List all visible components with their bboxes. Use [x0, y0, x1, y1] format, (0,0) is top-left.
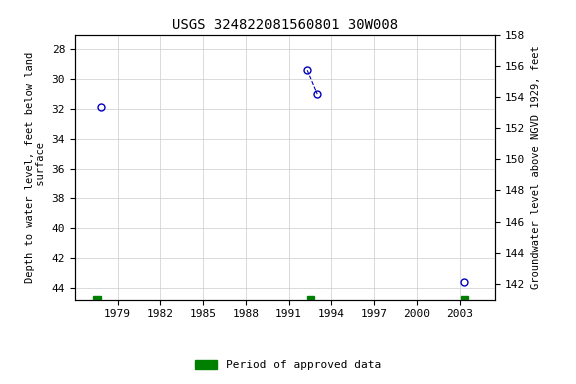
Legend: Period of approved data: Period of approved data [191, 356, 385, 375]
Y-axis label: Depth to water level, feet below land
 surface: Depth to water level, feet below land su… [25, 51, 46, 283]
Bar [93, 296, 101, 299]
Y-axis label: Groundwater level above NGVD 1929, feet: Groundwater level above NGVD 1929, feet [531, 45, 541, 289]
Bar [307, 296, 314, 299]
Bar [461, 296, 468, 299]
Title: USGS 324822081560801 30W008: USGS 324822081560801 30W008 [172, 18, 398, 32]
